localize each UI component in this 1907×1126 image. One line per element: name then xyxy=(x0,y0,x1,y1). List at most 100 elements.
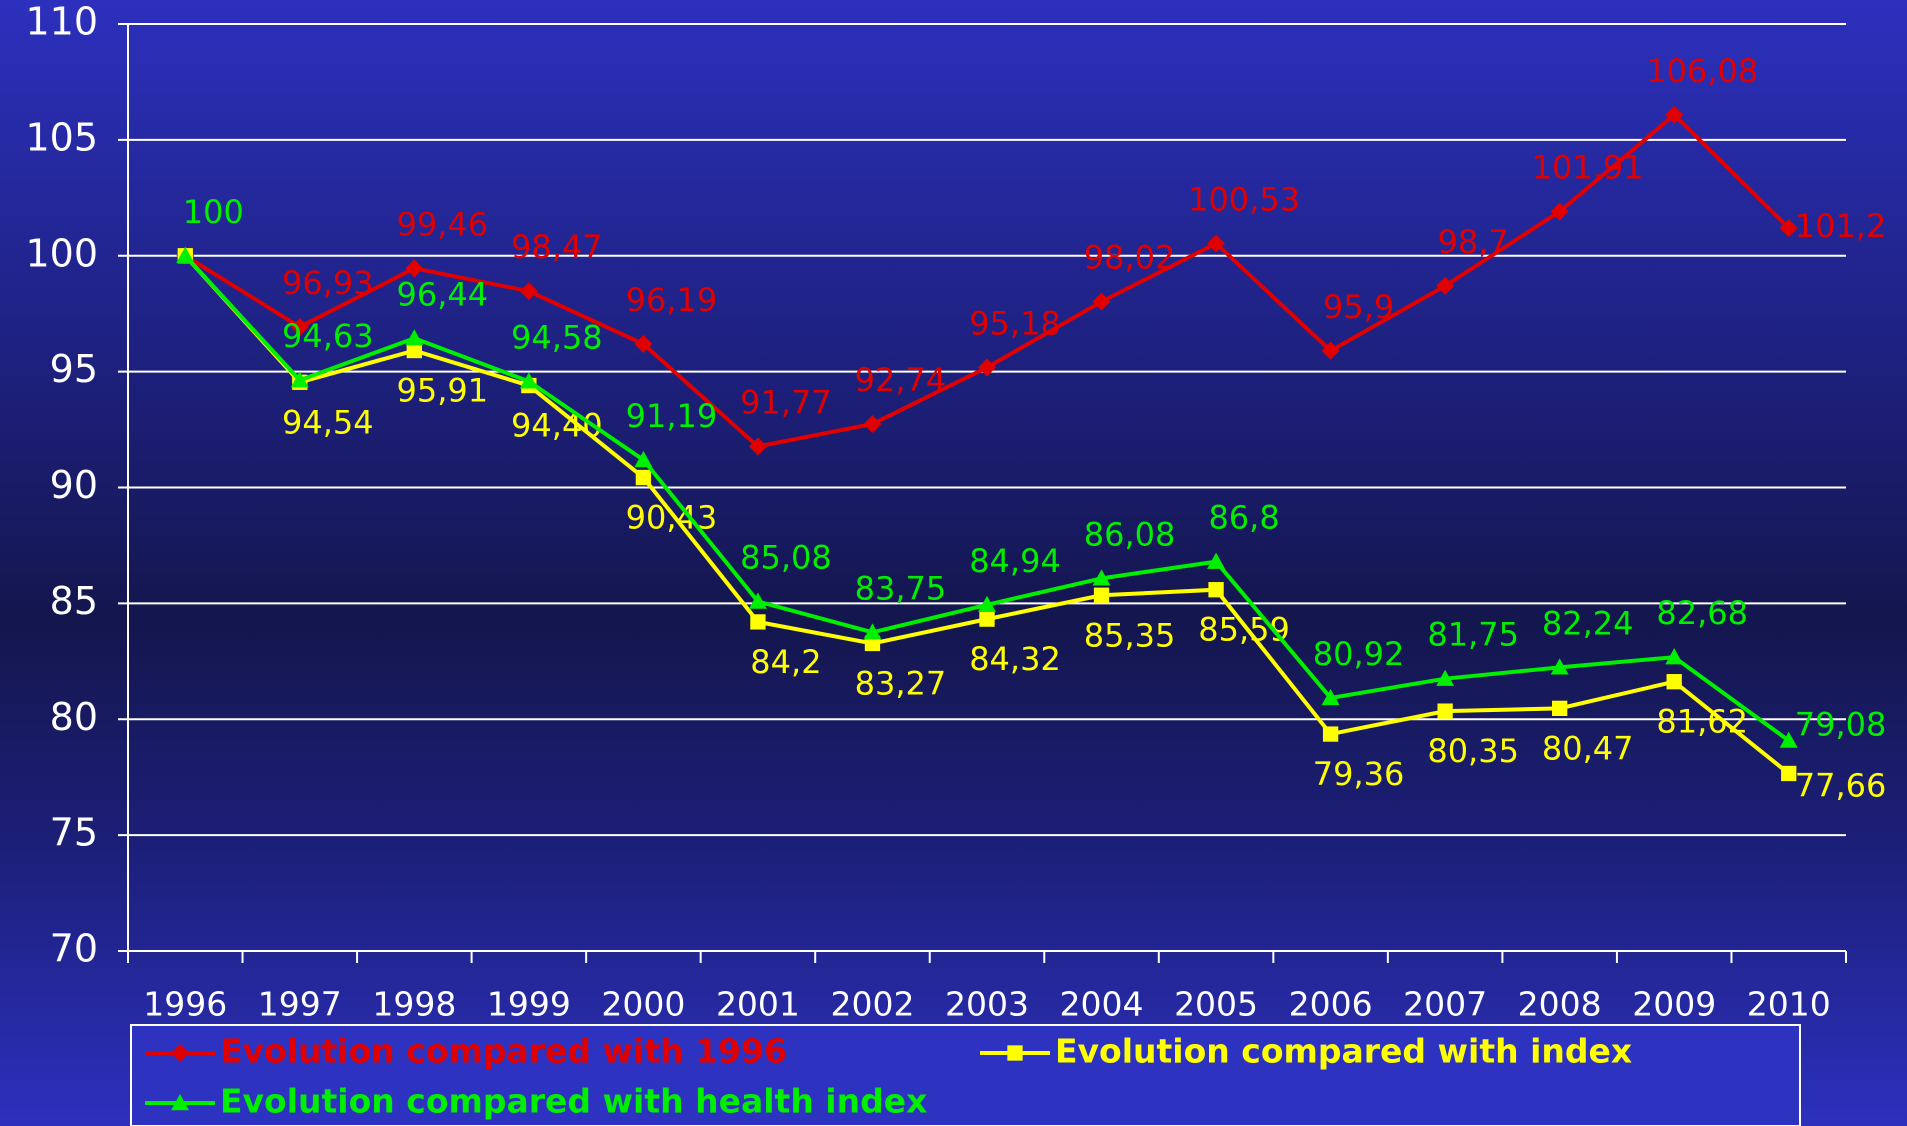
data-label: 101,91 xyxy=(1532,148,1644,186)
x-tick-label: 2007 xyxy=(1403,985,1487,1024)
data-label: 85,08 xyxy=(740,539,832,577)
data-point xyxy=(1321,341,1340,360)
data-label: 94,63 xyxy=(282,317,374,355)
data-label: 91,19 xyxy=(626,397,718,435)
data-label: 95,18 xyxy=(969,304,1061,342)
data-point xyxy=(1779,731,1798,748)
data-label: 84,2 xyxy=(750,643,821,681)
data-point xyxy=(1208,582,1224,598)
data-point xyxy=(863,623,882,640)
data-label: 83,75 xyxy=(855,569,947,607)
data-point xyxy=(1552,700,1568,717)
x-tick-label: 2009 xyxy=(1632,985,1716,1024)
data-point xyxy=(290,371,309,388)
data-point xyxy=(978,595,996,612)
data-label: 82,68 xyxy=(1656,594,1748,632)
data-label: 90,43 xyxy=(626,499,718,537)
data-point xyxy=(1207,552,1226,569)
y-tick-label: 90 xyxy=(50,463,98,507)
data-point xyxy=(1092,292,1111,311)
data-point xyxy=(979,611,995,627)
legend-marker xyxy=(1007,1045,1023,1061)
data-point xyxy=(1092,569,1111,586)
data-point xyxy=(1437,703,1453,719)
data-label: 100,53 xyxy=(1188,180,1300,218)
data-label: 101,2 xyxy=(1795,207,1887,245)
data-label: 82,24 xyxy=(1542,604,1634,642)
data-point xyxy=(1779,218,1798,237)
y-tick-label: 75 xyxy=(50,811,98,855)
data-label: 80,47 xyxy=(1542,729,1634,767)
data-label: 77,66 xyxy=(1795,766,1887,804)
data-point xyxy=(1781,765,1797,782)
data-label: 86,08 xyxy=(1084,515,1176,553)
data-label: 100 xyxy=(183,193,244,231)
x-tick-label: 2001 xyxy=(716,985,800,1024)
data-point xyxy=(1550,202,1569,221)
x-tick-label: 1998 xyxy=(372,985,456,1024)
data-label: 98,47 xyxy=(511,228,603,266)
data-label: 86,8 xyxy=(1208,499,1279,537)
x-tick-label: 2002 xyxy=(830,985,914,1024)
data-label: 92,74 xyxy=(855,361,947,399)
data-label: 96,44 xyxy=(397,275,489,313)
data-label: 91,77 xyxy=(740,383,832,421)
data-label: 79,08 xyxy=(1795,706,1887,744)
y-tick-label: 70 xyxy=(50,927,98,971)
data-point xyxy=(1436,669,1455,686)
data-point xyxy=(634,335,653,354)
data-point xyxy=(748,437,767,456)
y-tick-label: 100 xyxy=(25,231,98,275)
data-label: 94,54 xyxy=(282,403,374,441)
y-tick-label: 80 xyxy=(50,695,98,739)
legend-box xyxy=(130,1024,1801,1126)
legend-label: Evolution compared with health index xyxy=(220,1082,927,1121)
x-tick-label: 2008 xyxy=(1518,985,1602,1024)
data-point xyxy=(634,450,653,468)
y-tick-label: 105 xyxy=(25,115,98,159)
x-tick-label: 2003 xyxy=(945,985,1029,1024)
data-label: 84,32 xyxy=(969,640,1061,678)
x-tick-label: 1997 xyxy=(258,985,342,1024)
data-label: 106,08 xyxy=(1646,52,1758,90)
data-point xyxy=(1436,276,1455,295)
data-point xyxy=(1093,587,1110,603)
data-label: 98,02 xyxy=(1084,239,1176,277)
data-label: 96,93 xyxy=(282,264,374,302)
x-tick-label: 1996 xyxy=(143,985,227,1024)
y-tick-label: 110 xyxy=(25,0,98,44)
data-point xyxy=(863,415,882,434)
y-tick-label: 95 xyxy=(50,347,98,391)
data-point xyxy=(864,635,881,652)
data-point xyxy=(176,246,195,263)
legend-label: Evolution compared with index xyxy=(1055,1032,1632,1071)
data-label: 80,92 xyxy=(1313,635,1405,673)
x-tick-label: 2000 xyxy=(601,985,685,1024)
data-label: 83,27 xyxy=(855,664,947,702)
x-tick-label: 2005 xyxy=(1174,985,1258,1024)
data-point xyxy=(1321,688,1340,706)
data-label: 80,35 xyxy=(1427,732,1519,770)
data-point xyxy=(406,342,422,359)
legend-marker xyxy=(171,1094,189,1111)
data-label: 95,9 xyxy=(1323,288,1394,326)
x-tick-label: 1999 xyxy=(487,985,571,1024)
data-label: 81,62 xyxy=(1656,703,1748,741)
data-label: 94,58 xyxy=(511,318,603,356)
legend-marker xyxy=(171,1044,189,1062)
data-point xyxy=(1550,658,1569,675)
y-tick-label: 85 xyxy=(50,579,98,623)
data-point xyxy=(1665,648,1684,665)
data-label: 84,94 xyxy=(969,542,1061,580)
data-point xyxy=(519,372,538,389)
data-label: 99,46 xyxy=(397,205,489,243)
data-point xyxy=(635,469,652,486)
data-label: 96,19 xyxy=(626,281,718,319)
data-point xyxy=(1322,726,1339,742)
data-point xyxy=(978,358,996,377)
x-tick-label: 2006 xyxy=(1289,985,1373,1024)
data-point xyxy=(290,317,309,336)
data-point xyxy=(748,592,767,609)
data-label: 85,59 xyxy=(1198,611,1290,649)
